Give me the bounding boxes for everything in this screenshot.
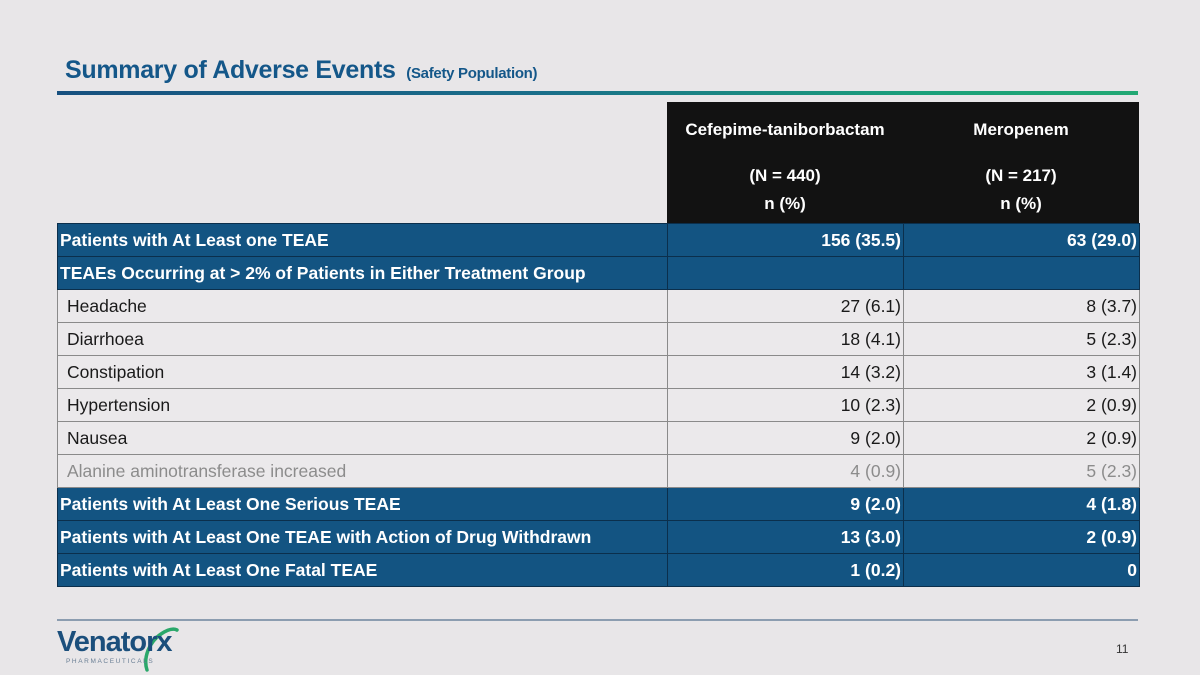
title-divider: [57, 91, 1138, 95]
cell-cefepime: 14 (3.2): [667, 355, 904, 389]
column-n: (N = 217): [985, 166, 1057, 185]
table-row: Hypertension 10 (2.3) 2 (0.9): [57, 388, 1140, 422]
row-label: Patients with At Least one TEAE: [57, 223, 668, 257]
row-label: Patients with At Least One TEAE with Act…: [57, 520, 668, 554]
cell-meropenem: 2 (0.9): [903, 388, 1140, 422]
adverse-events-table: Patients with At Least one TEAE 156 (35.…: [57, 223, 1140, 587]
cell-meropenem: 8 (3.7): [903, 289, 1140, 323]
table-row: Patients with At Least One Serious TEAE …: [57, 487, 1140, 521]
page-title: Summary of Adverse Events (Safety Popula…: [65, 56, 538, 85]
row-label: TEAEs Occurring at > 2% of Patients in E…: [57, 256, 668, 290]
cell-meropenem: [903, 256, 1140, 290]
row-label: Constipation: [57, 355, 668, 389]
cell-meropenem: 0: [903, 553, 1140, 587]
table-row: Patients with At Least One TEAE with Act…: [57, 520, 1140, 554]
page-number: 11: [1116, 642, 1129, 656]
title-subtitle: (Safety Population): [406, 65, 538, 82]
row-label: Patients with At Least One Fatal TEAE: [57, 553, 668, 587]
row-label: Headache: [57, 289, 668, 323]
cell-meropenem: 63 (29.0): [903, 223, 1140, 257]
table-row: Diarrhoea 18 (4.1) 5 (2.3): [57, 322, 1140, 356]
table-row: Patients with At Least one TEAE 156 (35.…: [57, 223, 1140, 257]
cell-cefepime: 27 (6.1): [667, 289, 904, 323]
cell-cefepime: 18 (4.1): [667, 322, 904, 356]
logo-tagline: PHARMACEUTICALS: [66, 658, 155, 665]
column-unit: n (%): [764, 194, 806, 213]
cell-cefepime: 10 (2.3): [667, 388, 904, 422]
row-label: Patients with At Least One Serious TEAE: [57, 487, 668, 521]
cell-meropenem: 5 (2.3): [903, 454, 1140, 488]
cell-cefepime: 13 (3.0): [667, 520, 904, 554]
column-name: Meropenem: [973, 120, 1069, 139]
footer-divider: [57, 619, 1138, 621]
logo-swoosh-icon: [144, 627, 179, 672]
company-logo: Venatorx PHARMACEUTICALS: [57, 626, 182, 672]
cell-cefepime: 9 (2.0): [667, 421, 904, 455]
cell-cefepime: 1 (0.2): [667, 553, 904, 587]
table-row: Nausea 9 (2.0) 2 (0.9): [57, 421, 1140, 455]
cell-cefepime: 4 (0.9): [667, 454, 904, 488]
column-header-meropenem: Meropenem (N = 217) n (%): [903, 102, 1139, 223]
table-row: Headache 27 (6.1) 8 (3.7): [57, 289, 1140, 323]
cell-meropenem: 5 (2.3): [903, 322, 1140, 356]
table-row: Patients with At Least One Fatal TEAE 1 …: [57, 553, 1140, 587]
logo-wordmark: Venatorx: [57, 626, 172, 658]
table-row: Alanine aminotransferase increased 4 (0.…: [57, 454, 1140, 488]
cell-cefepime: 156 (35.5): [667, 223, 904, 257]
column-unit: n (%): [1000, 194, 1042, 213]
row-label: Hypertension: [57, 388, 668, 422]
table-row: TEAEs Occurring at > 2% of Patients in E…: [57, 256, 1140, 290]
row-label: Diarrhoea: [57, 322, 668, 356]
column-name: Cefepime-taniborbactam: [685, 120, 885, 139]
cell-cefepime: 9 (2.0): [667, 487, 904, 521]
table-header: Cefepime-taniborbactam (N = 440) n (%) M…: [667, 102, 1139, 223]
cell-meropenem: 2 (0.9): [903, 421, 1140, 455]
column-header-cefepime: Cefepime-taniborbactam (N = 440) n (%): [667, 102, 903, 223]
row-label: Alanine aminotransferase increased: [57, 454, 668, 488]
column-n: (N = 440): [749, 166, 821, 185]
cell-meropenem: 3 (1.4): [903, 355, 1140, 389]
cell-cefepime: [667, 256, 904, 290]
cell-meropenem: 2 (0.9): [903, 520, 1140, 554]
cell-meropenem: 4 (1.8): [903, 487, 1140, 521]
title-main: Summary of Adverse Events: [65, 56, 396, 84]
table-row: Constipation 14 (3.2) 3 (1.4): [57, 355, 1140, 389]
row-label: Nausea: [57, 421, 668, 455]
